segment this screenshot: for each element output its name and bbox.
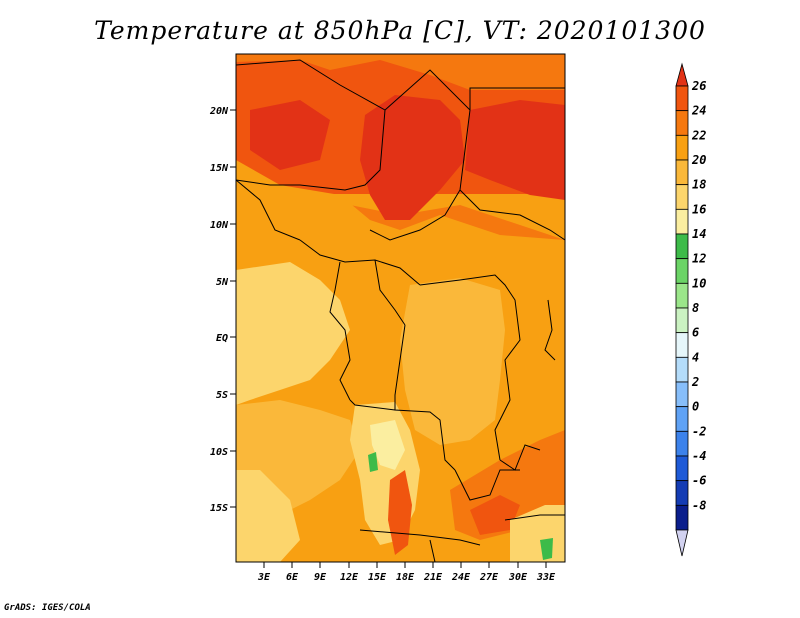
colorbar-label: 14 xyxy=(692,227,706,241)
lon-label: 30E xyxy=(508,572,528,583)
lat-label: 20N xyxy=(209,106,229,117)
colorbar-label: -4 xyxy=(692,449,706,463)
colorbar-bottom-arrow xyxy=(675,529,689,557)
lat-label: 10S xyxy=(210,447,228,458)
colorbar-swatch xyxy=(675,307,689,334)
colorbar-label: 0 xyxy=(692,400,699,414)
colorbar-swatch xyxy=(675,480,689,506)
country-borders xyxy=(236,59,565,562)
colorbar-label: 16 xyxy=(692,202,706,216)
colorbar-swatch xyxy=(675,159,689,186)
colorbar-swatch xyxy=(675,455,689,482)
lat-label: 5S xyxy=(216,390,228,401)
lon-label: 27E xyxy=(479,572,499,583)
colorbar-swatch xyxy=(675,134,689,161)
colorbar-swatch xyxy=(675,406,689,432)
colorbar-label: 4 xyxy=(692,350,699,364)
colorbar-swatch xyxy=(675,85,689,112)
map-title: Temperature at 850hPa [C], VT: 202010130… xyxy=(94,16,706,45)
lat-label: 5N xyxy=(216,277,229,288)
colorbar-label: 12 xyxy=(692,252,706,266)
lon-label: 21E xyxy=(423,572,443,583)
lon-label: 9E xyxy=(314,572,327,583)
colorbar-swatch xyxy=(675,282,689,309)
lat-label: 10N xyxy=(210,220,229,231)
lat-label: EQ xyxy=(216,333,228,344)
map-frame xyxy=(235,53,566,563)
lon-label: 33E xyxy=(536,572,556,583)
longitude-axis: 3E 6E 9E 12E 15E 18E 21E 24E 27E 30E 33E xyxy=(257,562,556,583)
lon-label: 3E xyxy=(257,572,271,583)
colorbar-label: 2 xyxy=(691,375,699,389)
colorbar-label: 8 xyxy=(692,301,699,315)
lon-label: 12E xyxy=(340,572,359,583)
lon-label: 24E xyxy=(451,572,471,583)
lat-label: 15N xyxy=(210,163,229,174)
colorbar-label: -6 xyxy=(692,474,706,488)
colorbar-label: 26 xyxy=(691,79,706,93)
lon-label: 18E xyxy=(396,572,415,583)
colorbar-top-arrow xyxy=(675,62,689,87)
colorbar-label: -2 xyxy=(692,424,706,438)
colorbar-swatch xyxy=(675,356,689,383)
grads-credit: GrADS: IGES/COLA xyxy=(4,603,91,613)
lat-label: 15S xyxy=(210,503,228,514)
colorbar-label: 18 xyxy=(692,178,706,192)
colorbar-swatch xyxy=(675,208,689,235)
colorbar-swatch xyxy=(675,504,689,531)
colorbar-swatch xyxy=(675,258,689,284)
colorbar-label: 6 xyxy=(692,326,699,340)
colorbar-label: 24 xyxy=(691,104,706,118)
colorbar-swatch xyxy=(675,430,689,457)
colorbar-swatch xyxy=(675,110,689,136)
colorbar-swatch xyxy=(675,381,689,408)
latitude-axis: 20N 15N 10N 5N EQ 5S 10S 15S xyxy=(209,106,236,514)
colorbar-label: 20 xyxy=(691,153,706,167)
lon-label: 15E xyxy=(368,572,387,583)
colorbar-swatch xyxy=(675,332,689,358)
colorbar-label: 22 xyxy=(691,128,706,142)
colorbar-swatch xyxy=(675,233,689,260)
colorbar-label: 10 xyxy=(692,276,706,290)
colorbar-swatch xyxy=(675,184,689,210)
colorbar-label: -8 xyxy=(692,498,706,512)
temperature-field xyxy=(236,54,565,562)
lon-label: 6E xyxy=(286,572,299,583)
